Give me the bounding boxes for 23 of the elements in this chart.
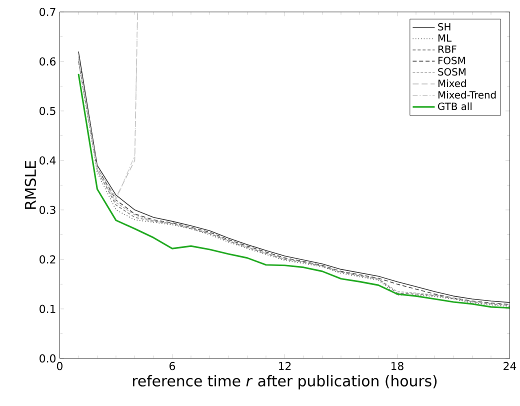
- y-tick-label: 0.0: [40, 354, 56, 362]
- x-axis-title: reference time r after publication (hours): [132, 374, 437, 390]
- legend-label: SH: [438, 22, 450, 30]
- x-tick-label: 18: [392, 362, 404, 370]
- y-tick-label: 0.5: [40, 106, 56, 115]
- x-tick-label: 24: [504, 362, 516, 370]
- y-tick-label: 0.4: [40, 156, 56, 164]
- y-axis-title: RMSLE: [24, 160, 36, 209]
- x-tick-label: 12: [279, 362, 291, 370]
- y-tick-label: 0.1: [40, 304, 56, 313]
- y-tick-label: 0.7: [40, 8, 56, 16]
- y-tick-label: 0.2: [40, 255, 56, 264]
- legend-label: Mixed: [438, 79, 466, 88]
- x-tick-label: 0: [56, 362, 62, 370]
- legend-label: RBF: [438, 45, 456, 53]
- legend-label: GTB all: [438, 102, 472, 110]
- y-tick-label: 0.6: [40, 57, 56, 66]
- x-tick-label: 6: [170, 362, 176, 370]
- legend-label: SOSM: [438, 68, 466, 76]
- legend-label: FOSM: [438, 56, 465, 64]
- y-tick-label: 0.3: [40, 206, 56, 214]
- legend-label: Mixed-Trend: [438, 90, 496, 99]
- legend-label: ML: [438, 34, 452, 42]
